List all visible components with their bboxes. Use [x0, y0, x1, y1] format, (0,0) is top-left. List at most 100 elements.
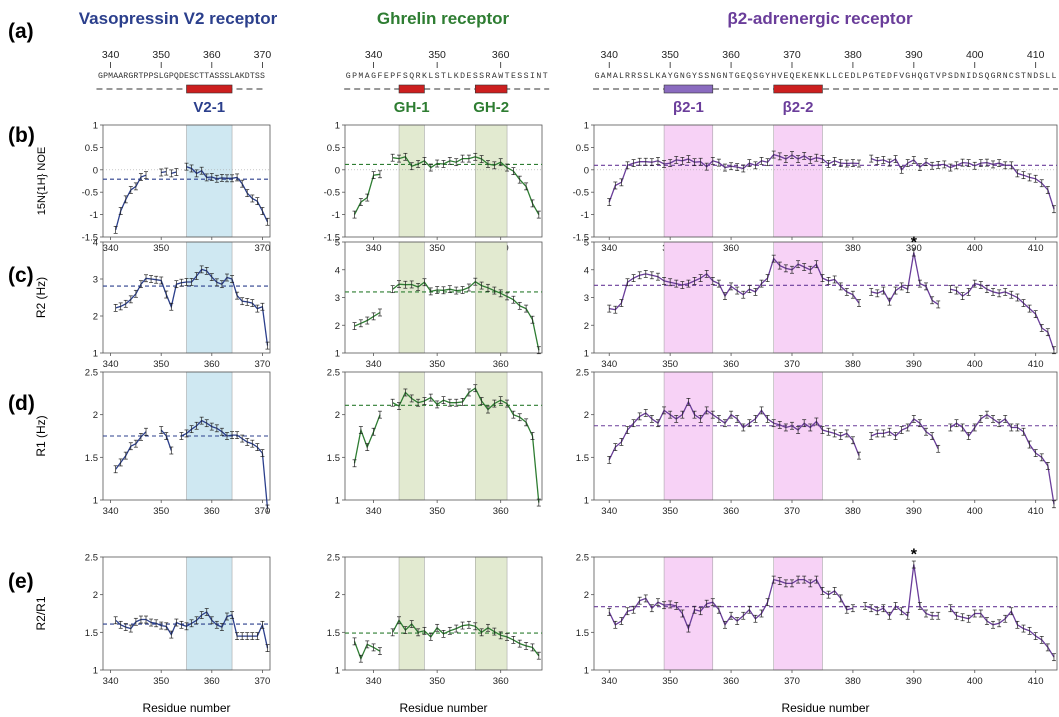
x-tick-label: 390	[906, 506, 922, 517]
y-tick-label: -1.5	[573, 233, 589, 244]
plot-frame	[102, 124, 271, 238]
sequence-residue: Y	[668, 72, 673, 81]
y-tick-label: 5	[335, 238, 340, 249]
sequence-residue: A	[209, 72, 214, 81]
sequence-residue: E	[384, 72, 389, 81]
x-tick-label: 370	[254, 359, 270, 370]
y-tick-label: 3	[93, 275, 98, 286]
sequence-residue: S	[479, 72, 484, 81]
x-tick-label: 410	[1028, 506, 1044, 517]
region-bar	[663, 84, 714, 94]
sequence-residue: D	[1033, 72, 1038, 81]
x-tick-label: 350	[153, 676, 169, 687]
sequence-residue: Q	[984, 72, 989, 81]
sequence-residue: M	[108, 72, 113, 81]
sequence-residue: A	[662, 72, 667, 81]
y-tick-label: 1	[584, 666, 589, 677]
shaded-region	[773, 556, 823, 671]
sequence-tick-label: 350	[661, 49, 679, 61]
sequence-residue: R	[123, 72, 128, 81]
row-label: (c)	[8, 264, 34, 287]
sequence-residue: P	[863, 72, 868, 81]
x-tick-label: 380	[845, 243, 861, 254]
x-tick-label: 340	[103, 243, 119, 254]
sequence-residue: A	[613, 72, 618, 81]
x-tick-label: 380	[845, 676, 861, 687]
y-tick-label: 3	[584, 293, 589, 304]
sequence-residue: T	[250, 72, 255, 81]
sequence-residue: S	[435, 72, 440, 81]
sequence-residue: N	[814, 72, 819, 81]
sequence-residue: T	[138, 72, 143, 81]
y-tick-label: 2.5	[85, 368, 98, 379]
x-tick-label: 350	[153, 359, 169, 370]
x-tick-label: 350	[662, 506, 678, 517]
sequence-residue: N	[960, 72, 965, 81]
sequence-residue: E	[783, 72, 788, 81]
sequence-residue: A	[118, 72, 123, 81]
region-bar	[773, 84, 823, 94]
series-line	[161, 170, 167, 174]
shaded-region	[398, 556, 425, 671]
x-tick-label: 340	[601, 676, 617, 687]
sequence-residue: A	[235, 72, 240, 81]
y-tick-label: 4	[93, 238, 98, 249]
sequence-residue: V	[936, 72, 941, 81]
sequence-residue: T	[930, 72, 935, 81]
sequence-residue: E	[184, 72, 189, 81]
y-tick-label: 2	[584, 410, 589, 421]
sequence-residue: L	[1051, 72, 1056, 81]
y-axis-label: 15N{1H} NOE	[36, 147, 48, 215]
series-line	[392, 619, 540, 657]
sequence-residue: I	[530, 72, 535, 81]
x-tick-label: 400	[967, 243, 983, 254]
sequence-tick-label: 360	[492, 49, 510, 61]
shaded-region	[186, 124, 233, 238]
column-title: Vasopressin V2 receptor	[79, 9, 278, 28]
x-tick-label: 340	[601, 243, 617, 254]
sequence-residue: S	[260, 72, 265, 81]
sequence-tick-label: 340	[102, 49, 120, 61]
plot-frame	[593, 556, 1058, 671]
y-tick-label: 2	[335, 410, 340, 421]
x-tick-label: 340	[366, 676, 382, 687]
x-tick-label: 390	[906, 243, 922, 254]
sequence-residue: V	[899, 72, 904, 81]
sequence-residue: E	[741, 72, 746, 81]
x-tick-label: 390	[906, 676, 922, 687]
plot-frame	[102, 556, 271, 671]
sequence-residue: L	[428, 72, 433, 81]
region-label: GH-2	[473, 99, 509, 116]
row-label: (a)	[8, 20, 34, 43]
shaded-region	[398, 124, 425, 238]
sequence-residue: E	[796, 72, 801, 81]
sequence-residue: P	[144, 72, 149, 81]
sequence-residue: S	[154, 72, 159, 81]
sequence-residue: S	[753, 72, 758, 81]
x-tick-label: 340	[103, 676, 119, 687]
series-line	[115, 431, 147, 470]
y-tick-label: 3	[335, 293, 340, 304]
sequence-residue: S	[219, 72, 224, 81]
sequence-residue: L	[832, 72, 837, 81]
sequence-residue: Q	[790, 72, 795, 81]
x-tick-label: 370	[784, 506, 800, 517]
y-tick-label: 1	[93, 349, 98, 360]
y-tick-label: 0.5	[327, 143, 340, 154]
sequence-residue: Q	[747, 72, 752, 81]
sequence-residue: P	[149, 72, 154, 81]
row-label: (e)	[8, 570, 34, 593]
sequence-residue: Y	[765, 72, 770, 81]
x-tick-label: 350	[429, 243, 445, 254]
sequence-residue: S	[978, 72, 983, 81]
sequence-residue: R	[997, 72, 1002, 81]
y-tick-label: -1	[90, 210, 98, 221]
series-line	[609, 257, 860, 311]
x-tick-label: 350	[429, 359, 445, 370]
x-tick-label: 360	[493, 359, 509, 370]
sequence-residue: Q	[917, 72, 922, 81]
shaded-region	[186, 556, 233, 671]
x-tick-label: 340	[366, 243, 382, 254]
x-tick-label: 350	[153, 243, 169, 254]
y-tick-label: -1	[581, 210, 589, 221]
